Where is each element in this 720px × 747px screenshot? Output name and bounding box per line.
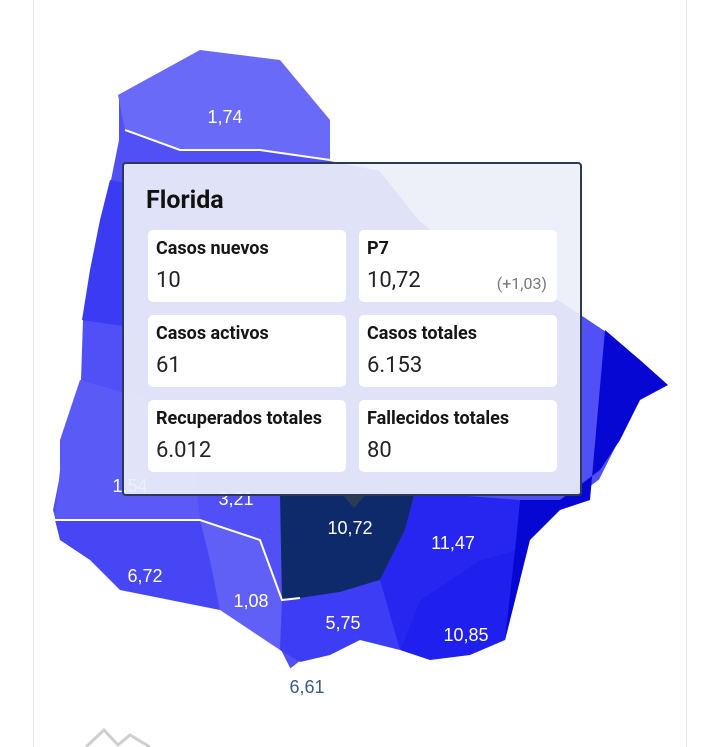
tooltip-arrow (342, 494, 366, 508)
stat-label: Casos activos (156, 323, 269, 344)
stat-label: Casos totales (367, 323, 478, 344)
stat-cell: Recuperados totales 6.012 (148, 400, 346, 472)
stat-value: 10,72 (367, 268, 421, 293)
stat-value: 10 (156, 268, 181, 293)
stat-label: P7 (367, 238, 389, 259)
logo-icon (84, 727, 151, 747)
department-label: 25,57 (547, 537, 592, 557)
stat-value: 6.153 (367, 353, 423, 378)
stat-cell: Casos totales 6.153 (359, 315, 557, 387)
department[interactable] (380, 492, 520, 650)
department-label: 6,72 (127, 566, 162, 586)
tooltip-title: Florida (146, 186, 224, 215)
department-label: 1,08 (233, 591, 268, 611)
stat-label: Fallecidos totales (367, 408, 510, 429)
department-label: 10,85 (443, 625, 488, 645)
department[interactable] (55, 520, 220, 610)
stat-label: Recuperados totales (156, 408, 322, 429)
stat-cell: P7 10,72 (+1,03) (359, 230, 557, 302)
department[interactable] (505, 330, 668, 640)
stat-cell: Casos nuevos 10 (148, 230, 346, 302)
department[interactable] (118, 50, 330, 160)
department-label: 10,72 (327, 518, 372, 538)
stat-cell: Casos activos 61 (148, 315, 346, 387)
stat-label: Casos nuevos (156, 238, 269, 259)
department[interactable] (280, 492, 415, 600)
department[interactable] (200, 520, 282, 650)
stat-change: (+1,03) (496, 274, 547, 293)
department-border (55, 519, 301, 602)
stat-value: 6.012 (156, 438, 212, 463)
department[interactable] (400, 550, 520, 660)
stat-value: 80 (367, 438, 392, 463)
tooltip: Florida Casos nuevos 10 P7 10,72 (+1,03) Caso… (122, 162, 582, 496)
department-label: 11,47 (431, 533, 475, 553)
department-border (124, 129, 331, 161)
stat-value: 61 (156, 353, 181, 378)
department[interactable] (280, 580, 400, 662)
department-label: 6,61 (289, 677, 324, 697)
stat-cell: Fallecidos totales 80 (359, 400, 557, 472)
department-label: 5,75 (325, 613, 360, 633)
department-label: 1,74 (207, 107, 242, 127)
